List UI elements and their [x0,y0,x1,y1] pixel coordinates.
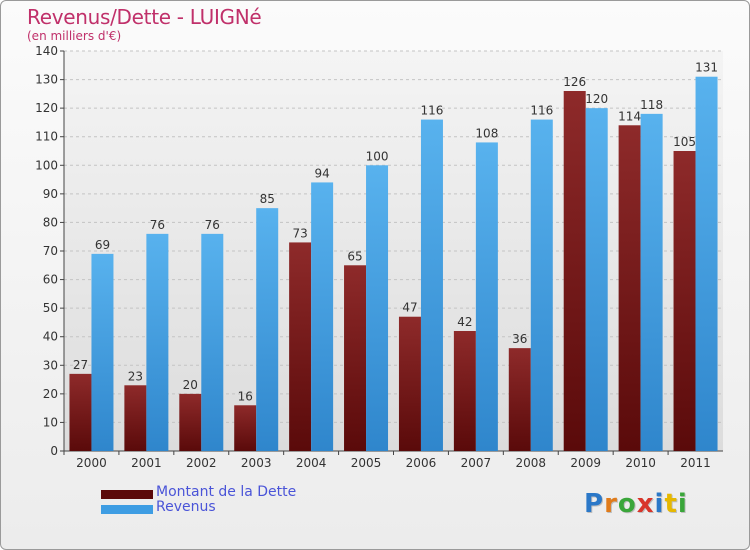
data-label: 36 [512,332,527,346]
data-label: 120 [585,92,608,106]
bar-revenue [256,208,279,451]
bar-debt [234,405,257,451]
logo-letter: t [664,489,678,519]
bar-debt [508,348,531,451]
bar-debt [618,125,641,452]
x-tick-label: 2010 [625,456,656,470]
y-tick-label: 140 [35,44,58,58]
data-label: 73 [292,226,307,240]
x-tick-label: 2003 [241,456,272,470]
x-tick-label: 2000 [76,456,107,470]
bar-debt [179,393,202,451]
data-label: 105 [673,135,696,149]
y-tick-label: 10 [43,415,58,429]
y-tick-label: 70 [43,244,58,258]
y-tick-label: 30 [43,358,58,372]
bar-debt [453,331,476,451]
bar-debt [563,91,586,451]
data-label: 76 [205,218,220,232]
logo-letter: P [584,489,605,519]
data-label: 118 [640,98,663,112]
y-tick-label: 80 [43,215,58,229]
legend-label-debt: Montant de la Dette [156,484,297,500]
x-tick-label: 2002 [186,456,217,470]
y-tick-label: 90 [43,187,58,201]
bar-revenue [91,253,114,451]
data-label: 108 [475,126,498,140]
data-label: 126 [563,75,586,89]
data-label: 114 [618,109,641,123]
proxiti-logo: Proxiti [584,489,688,519]
chart-subtitle: (en milliers d'€) [27,29,122,43]
logo-letter: i [677,489,688,519]
data-label: 131 [695,61,718,75]
data-label: 100 [366,149,389,163]
bar-debt [69,373,92,451]
x-tick-label: 2008 [516,456,547,470]
data-label: 16 [238,389,253,403]
y-tick-label: 40 [43,330,58,344]
x-tick-label: 2005 [351,456,382,470]
data-label: 20 [183,378,198,392]
legend-label-revenue: Revenus [156,499,216,515]
bar-revenue [420,119,443,452]
data-label: 94 [314,166,329,180]
data-label: 65 [347,249,362,263]
chart-title: Revenus/Dette - LUIGNé [27,5,262,29]
x-tick-label: 2006 [406,456,437,470]
x-tick-label: 2001 [131,456,162,470]
bar-revenue [585,108,608,452]
x-tick-label: 2009 [570,456,601,470]
x-tick-label: 2011 [680,456,711,470]
x-tick-label: 2004 [296,456,327,470]
bar-debt [673,151,696,451]
y-tick-label: 110 [35,130,58,144]
bar-debt [344,265,367,451]
data-label: 116 [421,104,444,118]
logo-letter: i [654,489,665,519]
logo-letter: x [636,489,655,519]
logo-letter: r [604,489,618,519]
y-tick-label: 50 [43,301,58,315]
data-label: 47 [402,301,417,315]
legend-swatch-revenue [101,505,153,514]
legend-swatch-debt [101,490,153,499]
bar-revenue [366,165,389,452]
y-tick-label: 130 [35,73,58,87]
bar-revenue [146,233,169,451]
y-tick-label: 120 [35,101,58,115]
bar-debt [124,385,147,451]
bar-revenue [201,233,224,451]
bar-revenue [695,76,718,451]
bar-revenue [530,119,553,452]
bar-revenue [640,113,663,451]
data-label: 23 [128,369,143,383]
data-label: 69 [95,238,110,252]
data-label: 85 [260,192,275,206]
data-label: 27 [73,358,88,372]
y-tick-label: 0 [50,444,58,458]
bar-revenue [311,182,334,451]
bar-debt [398,316,421,451]
logo-letter: o [617,489,637,519]
y-tick-label: 60 [43,273,58,287]
y-tick-label: 100 [35,158,58,172]
data-label: 76 [150,218,165,232]
bar-debt [289,242,312,451]
bar-revenue [475,142,498,451]
y-tick-label: 20 [43,387,58,401]
data-label: 116 [530,104,553,118]
x-tick-label: 2007 [461,456,492,470]
data-label: 42 [457,315,472,329]
